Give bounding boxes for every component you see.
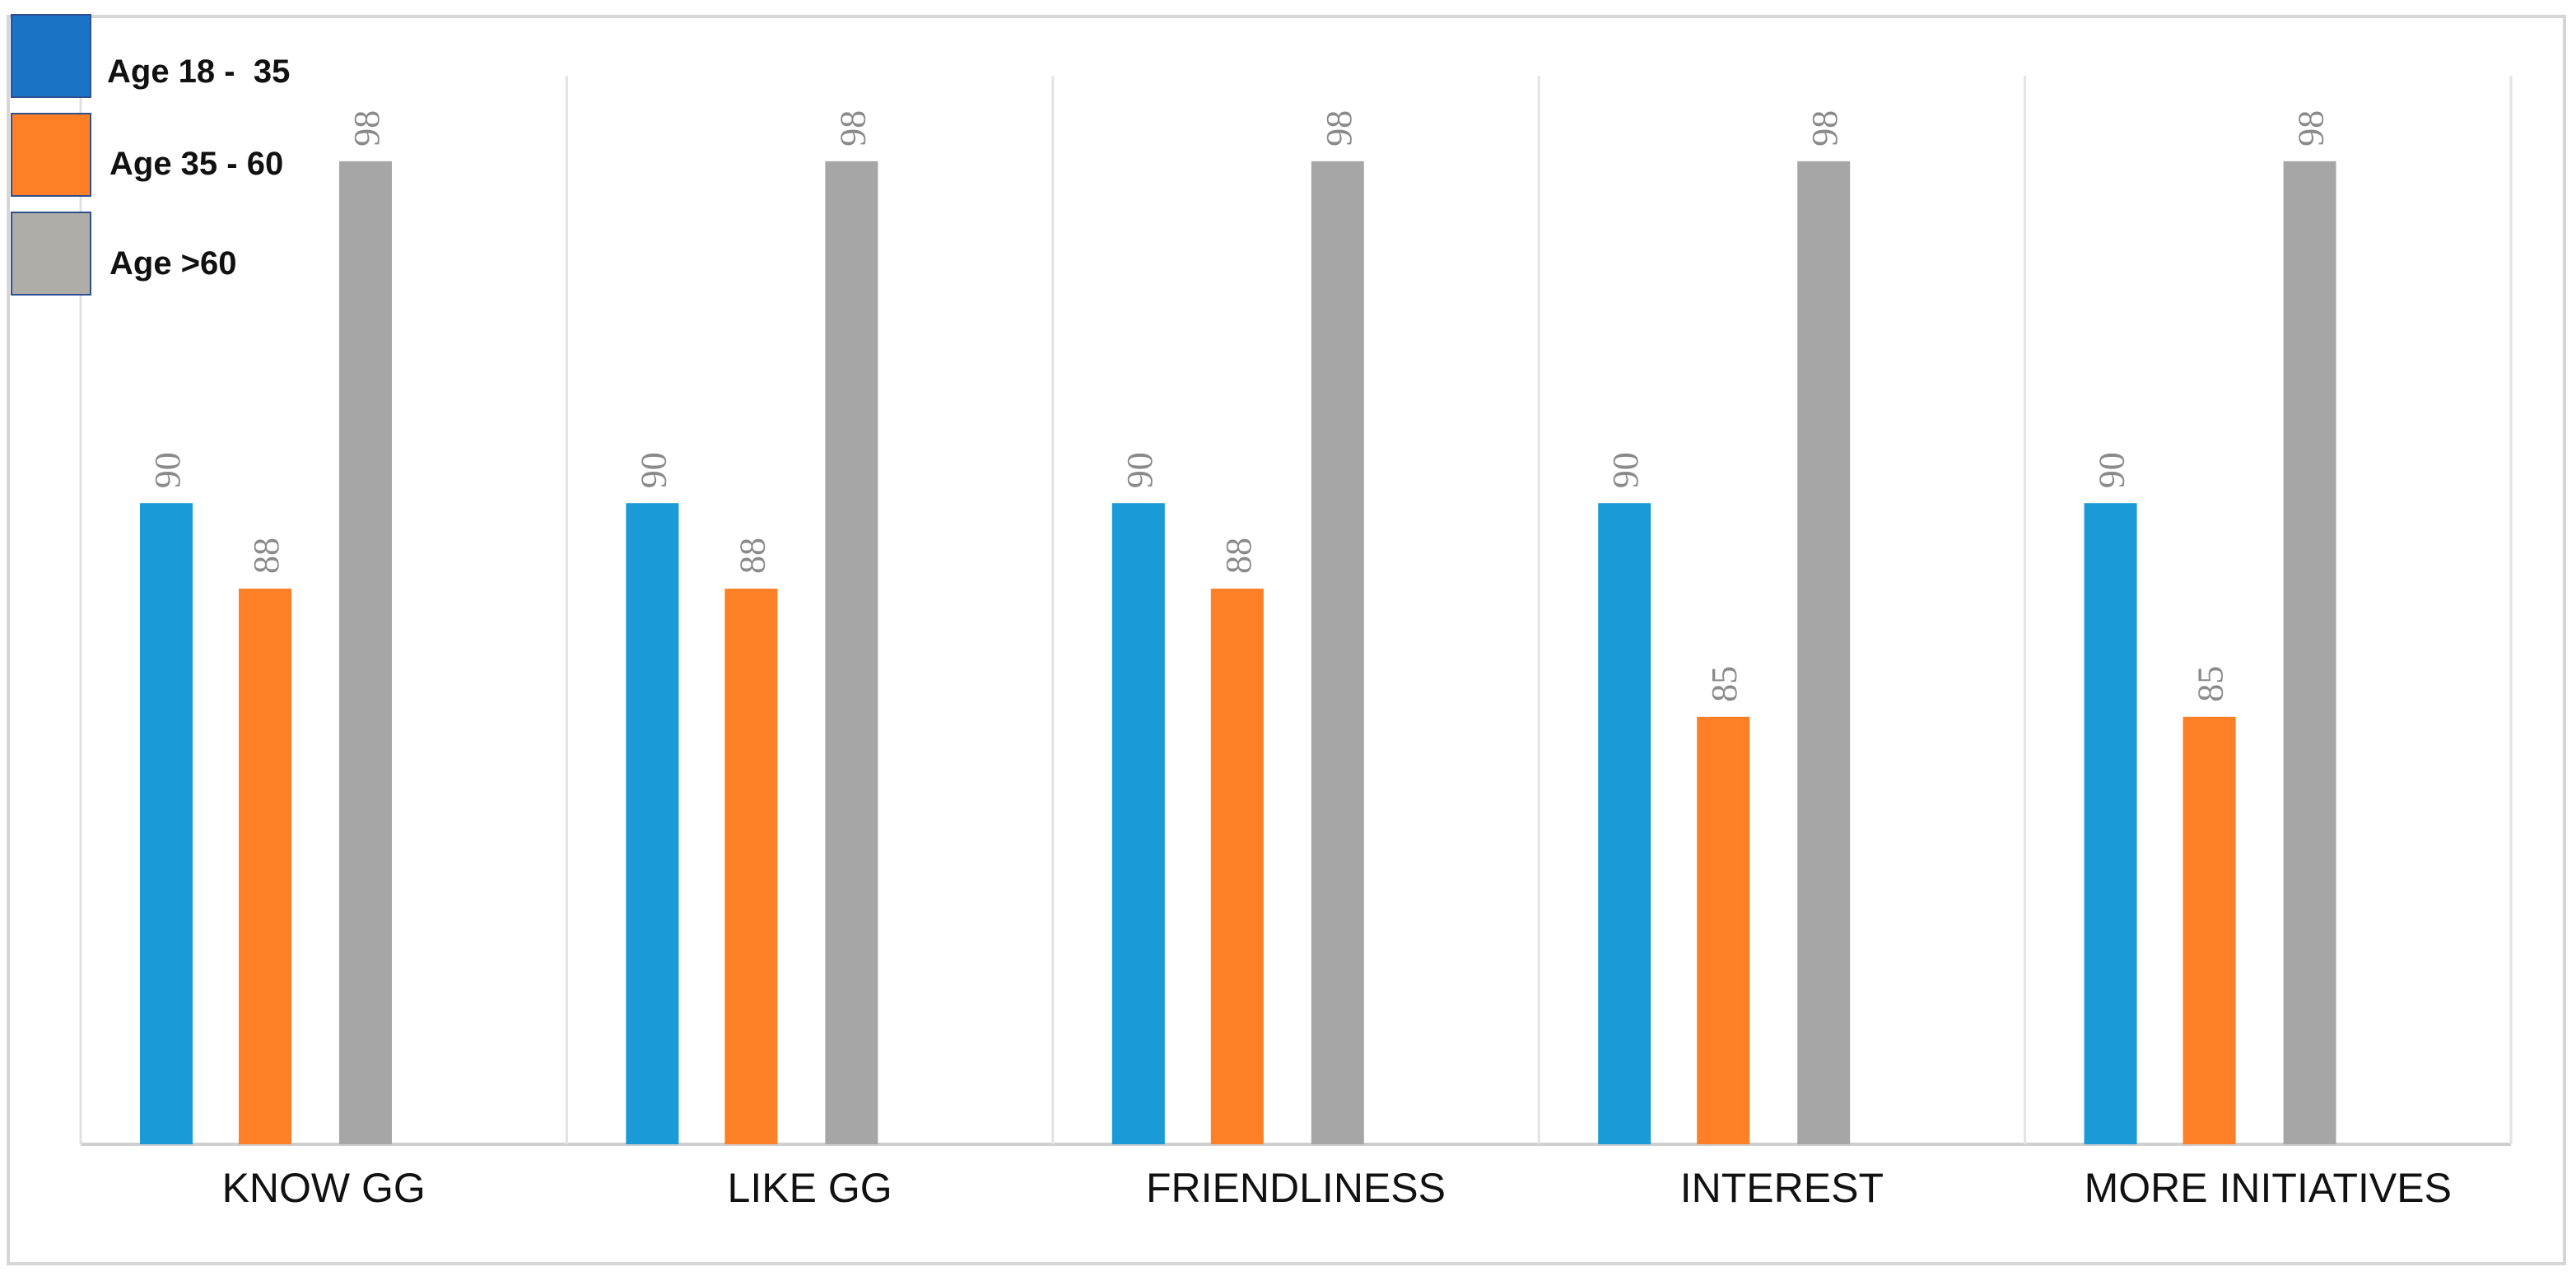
data-label: 88 (1218, 538, 1259, 574)
legend-label: Age >60 (109, 245, 237, 282)
data-label: 98 (2291, 110, 2331, 147)
category-label: LIKE GG (728, 1165, 892, 1211)
bar (724, 589, 778, 1144)
legend-swatch (11, 14, 91, 98)
data-label: 98 (347, 110, 387, 147)
bar (239, 589, 291, 1144)
data-label: 90 (147, 452, 188, 488)
legend: Age 18 - 35 Age 35 - 60 Age >60 (11, 14, 290, 296)
bar (1697, 716, 1750, 1144)
legend-label: Age 35 - 60 (109, 146, 283, 182)
data-label: 88 (246, 538, 286, 574)
bar (626, 503, 679, 1144)
data-label: 98 (1319, 110, 1359, 147)
bar-layer (140, 161, 2336, 1145)
bar (825, 161, 878, 1145)
data-label: 85 (2191, 666, 2231, 702)
category-label: FRIENDLINESS (1146, 1165, 1446, 1211)
bar (2182, 716, 2236, 1144)
legend-swatch (11, 113, 91, 197)
bar (1598, 503, 1651, 1144)
data-label: 98 (832, 110, 873, 147)
legend-swatch (11, 212, 91, 296)
bar (2084, 503, 2137, 1144)
data-label: 90 (2092, 452, 2132, 488)
bar (1111, 503, 1165, 1144)
bar (140, 503, 193, 1144)
data-label: 90 (633, 452, 673, 488)
data-label-layer: 90 88 98 90 88 98 90 88 98 90 85 98 90 85 98 (147, 110, 2331, 702)
bar (1311, 161, 1364, 1145)
legend-label: Age 18 - 35 (107, 54, 290, 90)
bar (2283, 161, 2336, 1145)
data-label: 88 (732, 538, 772, 574)
bar (339, 161, 392, 1145)
category-label-layer: KNOW GG LIKE GG FRIENDLINESS INTEREST MORE I… (222, 1165, 2452, 1211)
data-label: 85 (1704, 666, 1745, 702)
data-label: 98 (1805, 110, 1845, 147)
bar (1210, 589, 1264, 1144)
category-label: MORE INITIATIVES (2085, 1165, 2452, 1211)
data-label: 90 (1605, 452, 1646, 488)
category-label: KNOW GG (222, 1165, 426, 1211)
bar (1797, 161, 1851, 1145)
data-label: 90 (1120, 452, 1160, 488)
category-label: INTEREST (1680, 1165, 1884, 1211)
